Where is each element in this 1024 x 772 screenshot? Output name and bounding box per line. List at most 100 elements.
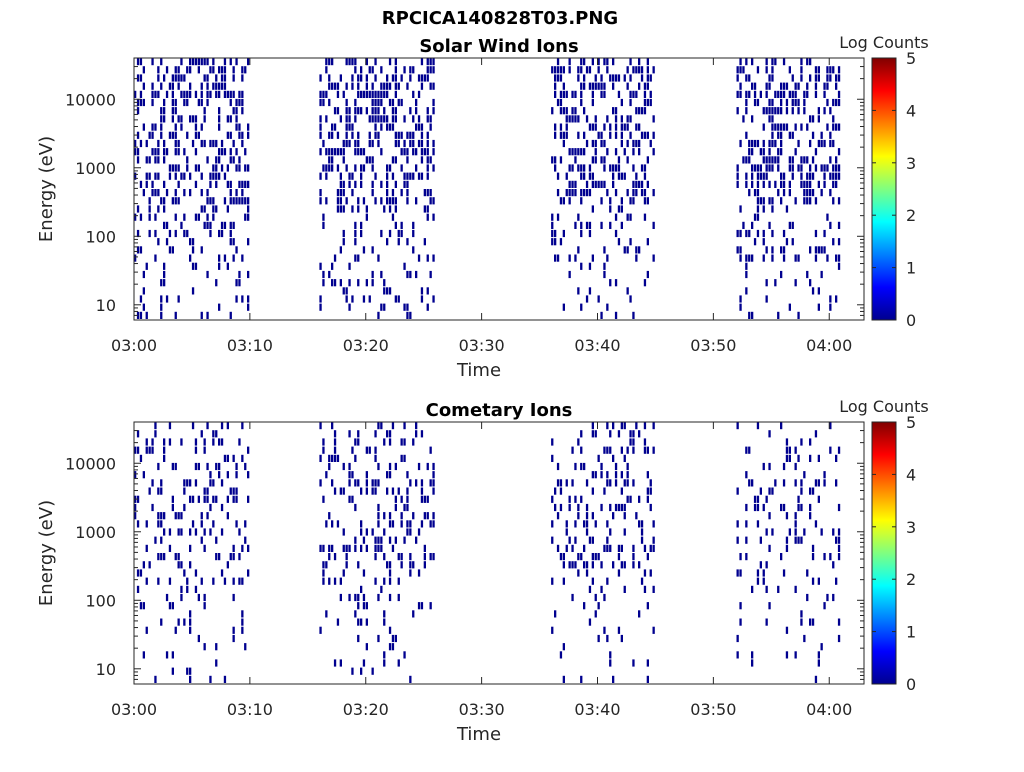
count-pixel — [168, 164, 172, 172]
count-pixel — [429, 197, 432, 205]
count-pixel — [814, 164, 818, 172]
count-pixel — [371, 115, 374, 123]
count-pixel — [388, 520, 392, 528]
count-pixel — [374, 544, 377, 552]
count-pixel — [165, 593, 169, 602]
count-pixel — [380, 270, 383, 279]
count-pixel — [768, 430, 771, 438]
count-pixel — [837, 553, 841, 561]
count-pixel — [751, 148, 754, 156]
count-pixel — [736, 422, 739, 430]
count-pixel — [365, 156, 368, 164]
count-pixel — [148, 131, 151, 139]
count-pixel — [391, 643, 395, 651]
count-pixel — [417, 90, 421, 98]
count-pixel — [209, 229, 212, 238]
count-pixel — [803, 90, 806, 98]
count-pixel — [360, 585, 363, 593]
count-pixel — [774, 90, 777, 98]
count-pixel — [777, 164, 780, 172]
count-pixel — [777, 585, 780, 593]
count-pixel — [600, 311, 603, 319]
count-pixel — [780, 422, 783, 430]
count-pixel — [585, 139, 589, 148]
count-pixel — [394, 503, 397, 512]
count-pixel — [348, 479, 351, 487]
count-pixel — [635, 246, 638, 254]
count-pixel — [759, 172, 762, 180]
count-pixel — [377, 90, 380, 98]
count-pixel — [794, 585, 797, 593]
count-pixel — [200, 311, 203, 319]
count-pixel — [200, 58, 203, 66]
count-pixel — [336, 164, 340, 172]
count-pixel — [640, 520, 644, 528]
count-pixel — [585, 479, 589, 487]
count-pixel — [371, 156, 374, 164]
count-pixel — [391, 98, 395, 107]
count-pixel — [386, 172, 389, 180]
count-pixel — [232, 156, 235, 164]
count-pixel — [809, 487, 812, 495]
count-pixel — [220, 221, 224, 229]
count-pixel — [768, 164, 771, 172]
count-pixel — [837, 262, 841, 270]
count-pixel — [420, 131, 424, 139]
count-pixel — [386, 189, 389, 197]
count-pixel — [171, 246, 174, 254]
count-pixel — [432, 164, 435, 172]
count-pixel — [226, 90, 229, 98]
count-pixel — [817, 287, 820, 295]
count-pixel — [429, 446, 432, 454]
count-pixel — [362, 536, 366, 544]
count-pixel — [357, 602, 360, 610]
count-pixel — [632, 430, 635, 438]
count-pixel — [768, 107, 771, 115]
count-pixel — [154, 422, 157, 430]
count-pixel — [814, 430, 818, 438]
count-pixel — [354, 164, 357, 172]
count-pixel — [388, 512, 392, 520]
count-pixel — [325, 58, 328, 66]
count-pixel — [835, 156, 838, 164]
count-pixel — [365, 58, 368, 66]
count-pixel — [336, 205, 340, 213]
count-pixel — [180, 221, 183, 229]
count-pixel — [597, 634, 600, 643]
count-pixel — [220, 148, 224, 156]
count-pixel — [629, 115, 632, 123]
count-pixel — [351, 131, 354, 139]
count-pixel — [597, 454, 600, 462]
count-pixel — [562, 131, 565, 139]
count-pixel — [371, 528, 374, 536]
count-pixel — [612, 107, 615, 115]
count-pixel — [791, 221, 794, 229]
count-pixel — [626, 82, 629, 90]
count-pixel — [583, 58, 586, 66]
count-pixel — [635, 139, 638, 148]
count-pixel — [235, 164, 238, 172]
count-pixel — [762, 156, 765, 164]
count-pixel — [142, 66, 145, 74]
count-pixel — [328, 148, 331, 156]
count-pixel — [362, 246, 366, 254]
count-pixel — [646, 495, 649, 503]
count-pixel — [635, 189, 638, 197]
count-pixel — [148, 197, 151, 205]
count-pixel — [765, 90, 768, 98]
count-pixel — [837, 618, 841, 626]
count-pixel — [811, 156, 815, 164]
count-pixel — [333, 148, 337, 156]
count-pixel — [136, 156, 140, 164]
count-pixel — [174, 148, 177, 156]
count-pixel — [753, 189, 757, 197]
count-pixel — [194, 131, 198, 139]
x-axis-label: Time — [456, 360, 501, 381]
count-pixel — [577, 148, 580, 156]
count-pixel — [800, 180, 803, 188]
count-pixel — [820, 270, 823, 279]
count-pixel — [551, 66, 554, 74]
count-pixel — [247, 58, 250, 66]
count-pixel — [800, 610, 803, 618]
count-pixel — [223, 172, 227, 180]
